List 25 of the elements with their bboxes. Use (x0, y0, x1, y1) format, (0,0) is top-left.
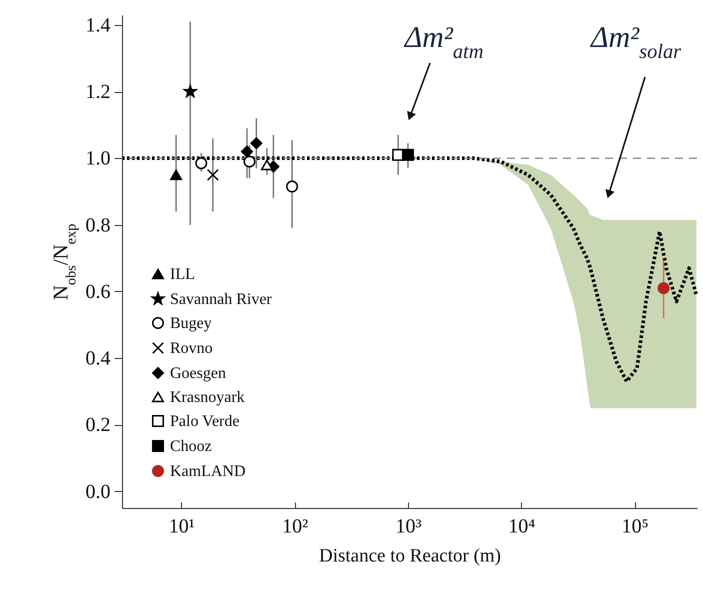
y-tick-label: 1.4 (86, 14, 110, 36)
legend-label: Palo Verde (170, 413, 240, 430)
x-tick-label: 10² (282, 516, 308, 538)
legend-label: Goesgen (170, 365, 226, 382)
legend-label: Bugey (170, 315, 212, 332)
annotation: Δm²$_{atm}$ (404, 21, 484, 63)
x-tick-label: 10⁵ (622, 516, 649, 538)
legend-label: Rovno (170, 340, 213, 357)
x-axis-title: Distance to Reactor (m) (318, 546, 502, 566)
y-tick-label: 0.0 (86, 480, 110, 503)
legend-label: ILL (170, 266, 195, 283)
annotation: Δm²$_{solar}$ (590, 21, 682, 63)
y-tick-label: 1.0 (86, 148, 110, 170)
y-tick-label: 1.2 (86, 81, 110, 104)
legend-label: Savannah River (170, 291, 272, 308)
y-tick-label: 0.2 (86, 414, 110, 436)
x-tick-label: 10¹ (168, 516, 195, 538)
y-tick-label: 0.4 (86, 348, 110, 370)
legend-label: Chooz (170, 438, 212, 455)
y-tick-label: 0.6 (86, 280, 110, 303)
x-tick-label: 10⁴ (508, 516, 536, 538)
legend-label: Krasnoyark (170, 389, 245, 406)
x-tick-label: 10³ (395, 516, 422, 538)
y-tick-label: 0.8 (86, 214, 110, 236)
legend-label: KamLAND (170, 463, 246, 480)
